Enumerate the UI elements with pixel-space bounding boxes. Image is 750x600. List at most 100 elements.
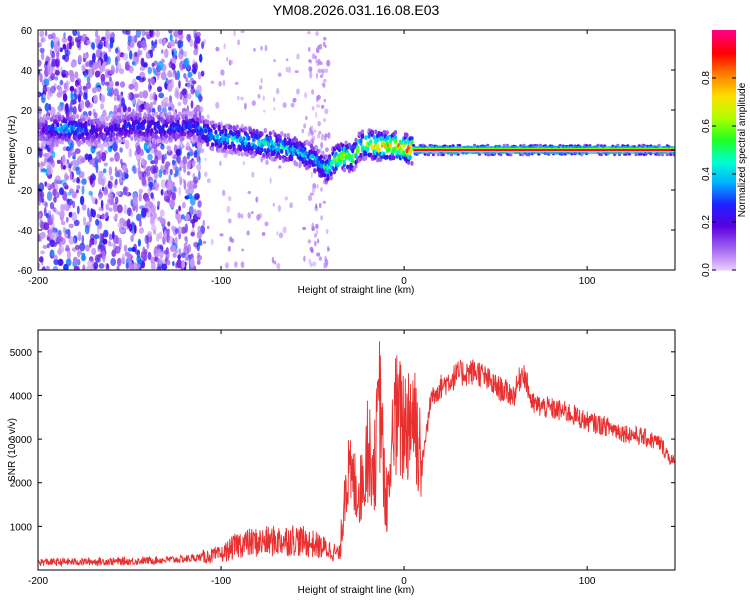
noise-blob [147, 78, 151, 83]
noise-blob [150, 192, 154, 200]
noise-blob [220, 69, 225, 76]
noise-blob [203, 39, 206, 45]
noise-blob [123, 204, 128, 215]
noise-blob [324, 108, 329, 115]
ridge-cell [138, 116, 142, 122]
spectrogram-y-tick-label: 60 [21, 26, 33, 37]
ridge-cell [211, 146, 215, 152]
noise-blob [260, 45, 263, 51]
noise-blob [308, 258, 312, 266]
ridge-cell [580, 153, 584, 157]
noise-blob [98, 253, 103, 258]
colorbar-strip [712, 128, 736, 131]
noise-blob [186, 160, 191, 170]
ridge-cell [97, 120, 101, 126]
ridge-cell [347, 142, 351, 148]
noise-blob [69, 40, 72, 50]
noise-blob [284, 196, 289, 201]
colorbar-strip [712, 72, 736, 75]
spectrogram-x-label: Height of straight line (km) [298, 285, 415, 296]
noise-blob [63, 32, 66, 39]
colorbar-strip [712, 98, 736, 101]
noise-blob [46, 236, 51, 241]
noise-blob [119, 217, 125, 226]
noise-blob [196, 259, 201, 265]
noise-blob [251, 171, 255, 178]
noise-blob [197, 200, 202, 208]
colorbar-strip [712, 30, 736, 33]
noise-blob [195, 31, 201, 38]
ridge-cell [59, 139, 63, 145]
noise-blob [191, 67, 197, 74]
ridge-cell [403, 139, 407, 145]
spectrogram-x-tick-label: -200 [28, 276, 48, 287]
ridge-cell [260, 147, 264, 153]
colorbar-strip [712, 68, 736, 71]
noise-blob [84, 224, 90, 235]
noise-blob [163, 97, 169, 103]
noise-blob [251, 211, 254, 215]
noise-blob [72, 159, 77, 166]
ridge-cell [54, 114, 58, 120]
noise-blob [86, 75, 91, 84]
noise-blob [309, 71, 313, 79]
noise-blob [98, 206, 102, 212]
colorbar-strip [712, 246, 736, 249]
noise-blob [325, 228, 329, 235]
noise-blob [70, 150, 73, 157]
noise-blob [220, 122, 223, 129]
ridge-cell [171, 115, 175, 120]
noise-blob [65, 146, 71, 152]
noise-blob [185, 188, 190, 195]
noise-blob [157, 200, 161, 207]
spectrogram-x-ticks: -200 -100 0 100 [28, 30, 596, 287]
noise-blob [114, 245, 121, 254]
noise-blob [139, 219, 142, 227]
noise-blob [96, 87, 101, 93]
ridge-cell [44, 125, 48, 130]
colorbar-strip [712, 228, 736, 231]
noise-blob [98, 59, 101, 70]
noise-blob [87, 207, 90, 218]
noise-blob [116, 204, 123, 214]
noise-blob [215, 101, 220, 109]
noise-blob [88, 190, 93, 196]
noise-blob [204, 157, 207, 162]
noise-blob [160, 217, 166, 226]
snr-x-tick-label: 0 [401, 576, 407, 587]
colorbar-strip [712, 66, 736, 69]
colorbar-strip [712, 202, 736, 205]
noise-blob [109, 175, 114, 181]
noise-blob [193, 150, 198, 158]
noise-blob [47, 165, 51, 176]
colorbar-strip [712, 214, 736, 217]
noise-blob [141, 260, 146, 269]
noise-blob [184, 223, 188, 234]
noise-blob [38, 199, 41, 206]
noise-blob [160, 179, 166, 189]
noise-blob [133, 35, 138, 43]
noise-blob [313, 129, 317, 133]
noise-blob [163, 38, 167, 45]
noise-blob [46, 110, 50, 117]
ridge-cell [192, 128, 197, 134]
ridge-cell [80, 132, 85, 137]
noise-blob [307, 239, 312, 244]
noise-blob [316, 104, 320, 108]
ridge-cell [253, 144, 258, 150]
noise-blob [130, 211, 134, 217]
colorbar-strip [712, 140, 736, 143]
noise-blob [108, 76, 112, 82]
noise-blob [151, 62, 155, 67]
noise-blob [53, 259, 59, 266]
noise-blob [52, 188, 57, 197]
noise-blob [226, 57, 229, 62]
noise-blob [183, 73, 187, 79]
noise-blob [57, 258, 64, 266]
ridge-cell [538, 143, 543, 147]
noise-blob [77, 95, 81, 102]
noise-blob [187, 80, 191, 89]
noise-blob [85, 244, 90, 252]
colorbar-strip [712, 76, 736, 79]
